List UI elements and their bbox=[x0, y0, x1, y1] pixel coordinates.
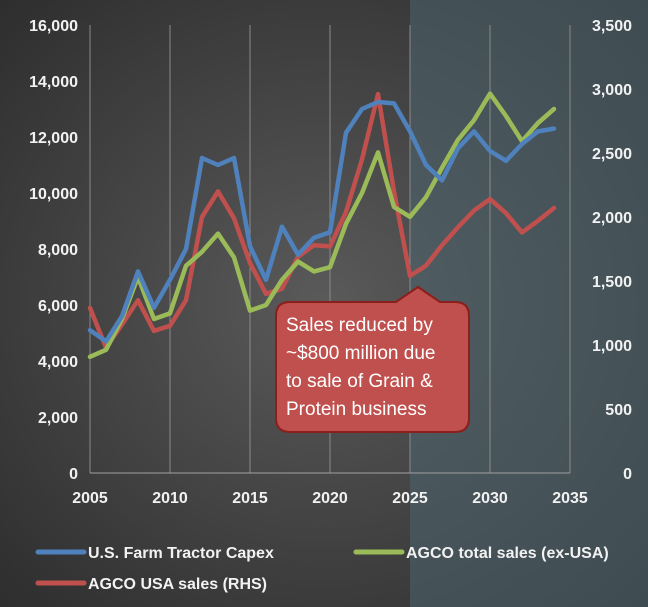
left-tick-label: 14,000 bbox=[29, 74, 78, 91]
left-tick-label: 12,000 bbox=[29, 130, 78, 147]
annotation-text-line: ~$800 million due bbox=[286, 343, 435, 364]
x-tick-label: 2005 bbox=[72, 490, 108, 507]
right-tick-label: 2,000 bbox=[592, 210, 632, 227]
annotation-box bbox=[275, 285, 470, 433]
legend-label-agco-usa-sales-rhs: AGCO USA sales (RHS) bbox=[88, 576, 267, 593]
left-axis-ticks: 0 2,000 4,000 6,000 8,000 10,000 12,000 14,000 1… bbox=[29, 18, 78, 483]
left-tick-label: 2,000 bbox=[38, 410, 78, 427]
series-line-agco-usa-sales-rhs bbox=[87, 91, 557, 350]
left-tick-label: 16,000 bbox=[29, 18, 78, 35]
x-tick-label: 2025 bbox=[392, 490, 428, 507]
x-tick-label: 2010 bbox=[152, 490, 188, 507]
right-tick-label: 500 bbox=[605, 402, 632, 419]
legend-label-u-s-farm-tractor-capex: U.S. Farm Tractor Capex bbox=[88, 545, 274, 562]
right-tick-label: 3,000 bbox=[592, 82, 632, 99]
left-tick-label: 6,000 bbox=[38, 298, 78, 315]
right-tick-label: 3,500 bbox=[592, 18, 632, 35]
series-line-agco-total-sales-ex-usa bbox=[87, 91, 557, 360]
annotation-text-line: to sale of Grain & bbox=[286, 371, 433, 392]
x-axis-ticks: 2005 2010 2015 2020 2025 2030 2035 bbox=[72, 490, 588, 507]
left-tick-label: 8,000 bbox=[38, 242, 78, 259]
series-lines bbox=[87, 91, 557, 360]
right-tick-label: 2,500 bbox=[592, 146, 632, 163]
annotation-text-line: Protein business bbox=[286, 399, 426, 420]
legend: U.S. Farm Tractor Capex AGCO total sales … bbox=[35, 545, 609, 593]
annotation-callout: Sales reduced by ~$800 million due to sale… bbox=[275, 285, 470, 433]
right-tick-label: 1,500 bbox=[592, 274, 632, 291]
left-tick-label: 4,000 bbox=[38, 354, 78, 371]
right-tick-label: 1,000 bbox=[592, 338, 632, 355]
x-tick-label: 2035 bbox=[552, 490, 588, 507]
series-line-u-s-farm-tractor-capex bbox=[87, 99, 557, 344]
annotation-text-line: Sales reduced by bbox=[286, 315, 433, 336]
right-axis-ticks: 0 500 1,000 1,500 2,000 2,500 3,000 3,500 bbox=[592, 18, 632, 483]
x-tick-label: 2030 bbox=[472, 490, 508, 507]
left-tick-label: 10,000 bbox=[29, 186, 78, 203]
right-tick-label: 0 bbox=[623, 466, 632, 483]
left-tick-label: 0 bbox=[69, 466, 78, 483]
legend-label-agco-total-sales-ex-usa: AGCO total sales (ex-USA) bbox=[406, 545, 609, 562]
x-tick-label: 2015 bbox=[232, 490, 268, 507]
x-tick-label: 2020 bbox=[312, 490, 348, 507]
